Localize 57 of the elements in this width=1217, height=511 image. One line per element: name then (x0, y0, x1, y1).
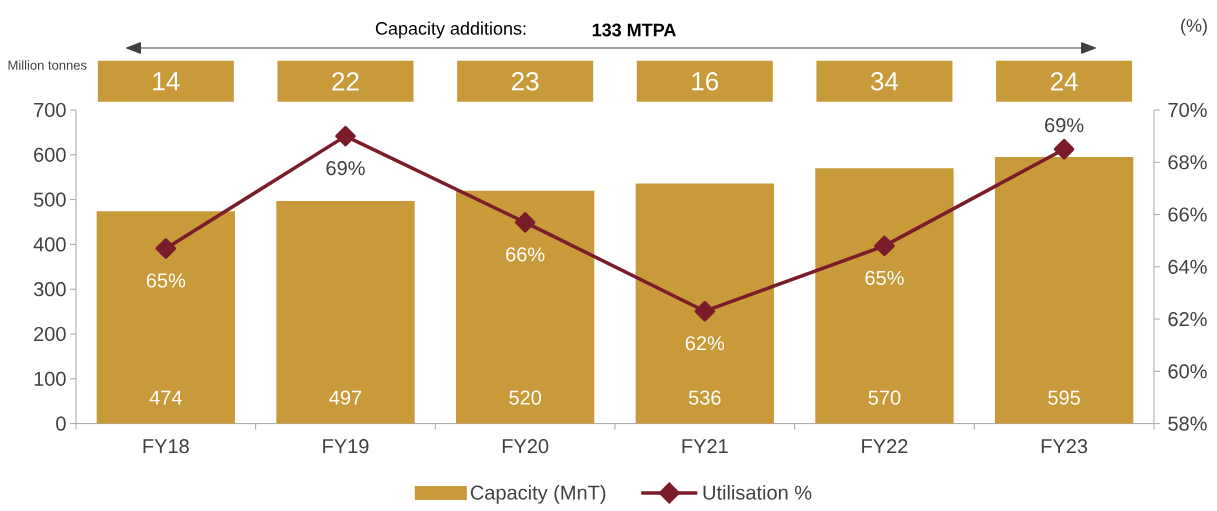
text: 34 (870, 72, 899, 91)
y-tick-label: 200 (34, 326, 66, 342)
bar (96, 211, 235, 424)
point (335, 125, 356, 147)
text: Capacity additions: (375, 21, 526, 39)
data-label: 570 (868, 390, 901, 405)
x-tick-label: FY19 (323, 439, 369, 454)
bar (815, 168, 954, 424)
y-tick-label: 0 (56, 416, 66, 431)
x-tick-label: FY18 (143, 439, 189, 454)
data-label: 497 (329, 390, 362, 405)
y2-tick-label: 60% (1168, 364, 1207, 379)
legend-label: Capacity (MnT) (470, 485, 606, 504)
data-label: 66% (506, 247, 545, 262)
y2-tick-label: 70% (1168, 102, 1207, 118)
data-label: 520 (509, 390, 542, 405)
point (874, 235, 895, 257)
y2-tick-label: 68% (1168, 155, 1207, 170)
y-tick-label: 700 (34, 102, 66, 118)
y-axis-title: Million tonnes (8, 60, 87, 70)
y-tick-label: 500 (33, 192, 66, 207)
bar (276, 200, 415, 424)
data-label: 65% (865, 270, 904, 285)
y2-tick-label: 64% (1168, 259, 1207, 274)
x-tick-label: FY22 (862, 439, 908, 454)
data-label: 536 (688, 390, 721, 405)
text: 23 (511, 72, 539, 91)
text: 16 (692, 72, 719, 91)
text: 22 (332, 72, 359, 91)
point (694, 300, 716, 322)
text: 24 (1050, 72, 1078, 91)
point (514, 212, 536, 233)
data-label: 69% (326, 161, 365, 176)
y2-tick-label: 62% (1168, 311, 1207, 327)
text: 133 MTPA (592, 23, 676, 37)
point (155, 238, 177, 259)
data-label: 595 (1048, 390, 1080, 405)
x-tick-label: FY21 (682, 439, 728, 454)
x-tick-label: FY20 (502, 439, 549, 454)
y-tick-label: 100 (34, 371, 66, 386)
bar (994, 157, 1134, 424)
text: 14 (153, 72, 180, 91)
data-label: 69% (1045, 118, 1084, 133)
data-label: 474 (149, 390, 182, 405)
y-tick-label: 300 (33, 282, 66, 297)
x-tick-label: FY23 (1041, 439, 1088, 454)
data-label: 65% (146, 273, 186, 288)
bar (455, 190, 595, 424)
y-tick-label: 400 (33, 237, 66, 252)
y-tick-label: 600 (34, 147, 66, 162)
y2-tick-label: 58% (1168, 416, 1207, 431)
y2-tick-label: 66% (1168, 207, 1207, 222)
legend-label: Utilisation % (703, 485, 812, 500)
bar (635, 183, 774, 424)
point (1053, 138, 1075, 160)
y2-axis-title: (%) (1181, 18, 1207, 36)
data-label: 62% (685, 336, 725, 351)
